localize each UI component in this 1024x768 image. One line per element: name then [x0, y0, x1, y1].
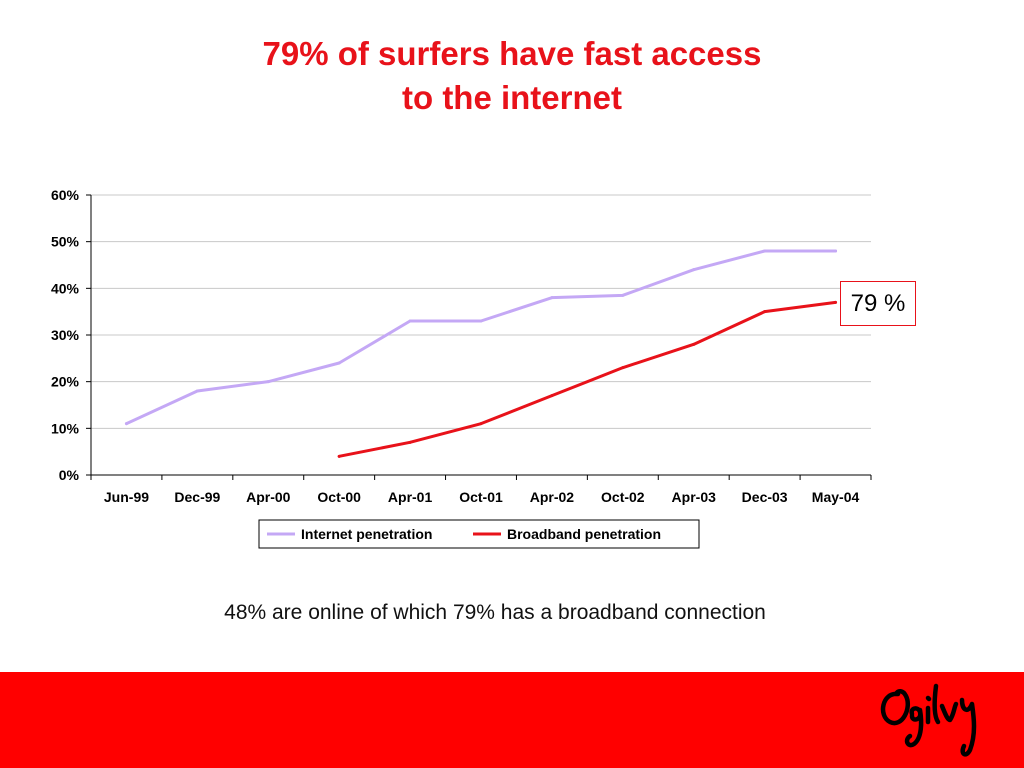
y-tick-label: 30% [51, 327, 80, 343]
axes: 0% 10% 20% 30% 40% 50% 60% Jun-99 Dec-99 Apr-00 Oc… [51, 187, 872, 505]
series-lines [124, 249, 838, 458]
series-line [337, 300, 838, 458]
data-point [763, 249, 767, 253]
legend-label: Broadband penetration [507, 526, 661, 542]
ogilvy-logo [880, 683, 977, 757]
data-point [408, 319, 412, 323]
data-point [692, 268, 696, 272]
data-point [195, 389, 199, 393]
x-tick-label: Apr-03 [672, 489, 717, 505]
data-point [124, 422, 128, 426]
data-point [550, 296, 554, 300]
series-line [124, 249, 838, 426]
x-tick-label: Apr-01 [388, 489, 433, 505]
y-tick-label: 0% [59, 467, 80, 483]
data-point [408, 440, 412, 444]
data-point [834, 300, 838, 304]
y-tick-label: 10% [51, 420, 80, 436]
x-tick-label: Apr-02 [530, 489, 575, 505]
title-line-2: to the internet [402, 79, 622, 116]
data-point [692, 342, 696, 346]
data-point [266, 380, 270, 384]
x-tick-label: May-04 [812, 489, 860, 505]
slide-caption: 48% are online of which 79% has a broadb… [224, 601, 766, 624]
legend: Internet penetration Broadband penetratio… [258, 519, 700, 549]
x-tick-label: Jun-99 [104, 489, 149, 505]
data-point [479, 319, 483, 323]
data-point [621, 293, 625, 297]
x-tick-label: Oct-00 [317, 489, 361, 505]
data-point [550, 394, 554, 398]
y-tick-label: 20% [51, 374, 80, 390]
x-tick-label: Dec-99 [174, 489, 220, 505]
y-tick-label: 40% [51, 280, 80, 296]
legend-label: Internet penetration [301, 526, 432, 542]
slide-title: 79% of surfers have fast access to the i… [0, 32, 1024, 120]
x-tick-label: Dec-03 [742, 489, 788, 505]
broadband-callout: 79 % [840, 281, 916, 326]
data-point [337, 361, 341, 365]
data-point [621, 366, 625, 370]
data-point [763, 310, 767, 314]
footer-bar [0, 672, 1024, 768]
gridlines [91, 194, 871, 429]
x-tick-label: Oct-02 [601, 489, 645, 505]
y-tick-label: 60% [51, 187, 80, 203]
y-tick-label: 50% [51, 234, 80, 250]
data-point [834, 249, 838, 253]
x-tick-label: Oct-01 [459, 489, 503, 505]
x-tick-label: Apr-00 [246, 489, 291, 505]
title-line-1: 79% of surfers have fast access [262, 35, 762, 72]
line-chart: 0% 10% 20% 30% 40% 50% 60% Jun-99 Dec-99 Apr-00 Oc… [51, 187, 872, 549]
data-point [337, 454, 341, 458]
data-point [479, 422, 483, 426]
